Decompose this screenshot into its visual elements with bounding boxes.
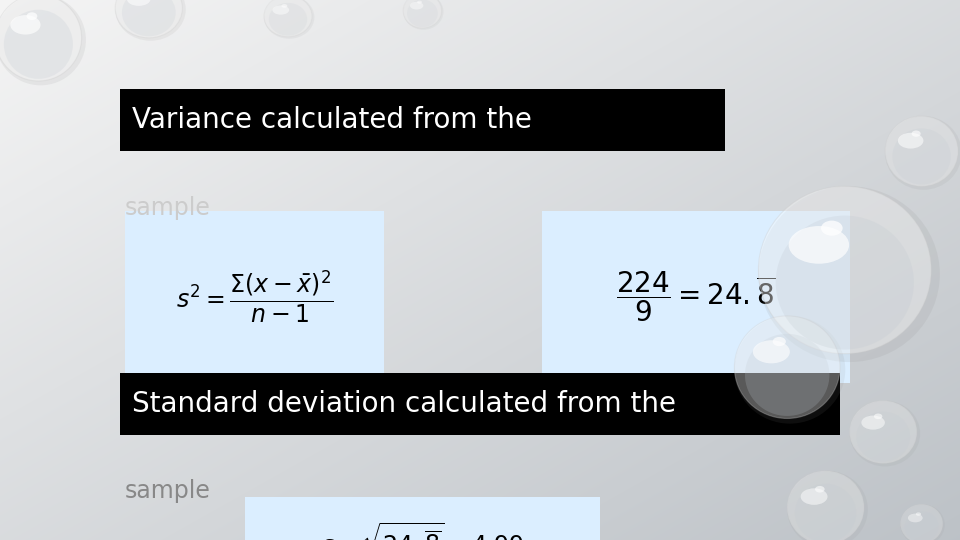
Ellipse shape xyxy=(4,10,73,79)
FancyBboxPatch shape xyxy=(542,211,850,383)
Ellipse shape xyxy=(900,504,943,540)
Text: sample: sample xyxy=(125,480,210,503)
Ellipse shape xyxy=(264,0,314,39)
Ellipse shape xyxy=(115,0,185,41)
Text: $s^2 = \dfrac{\Sigma(x - \bar{x})^2}{n-1}$: $s^2 = \dfrac{\Sigma(x - \bar{x})^2}{n-1… xyxy=(176,269,333,325)
FancyBboxPatch shape xyxy=(120,373,840,435)
Ellipse shape xyxy=(801,488,828,505)
Ellipse shape xyxy=(27,12,37,20)
Ellipse shape xyxy=(734,316,846,423)
Ellipse shape xyxy=(916,512,921,516)
Ellipse shape xyxy=(122,0,176,36)
Ellipse shape xyxy=(815,486,825,492)
Text: $s = \sqrt{24.\overline{8}} \approx 4.99$: $s = \sqrt{24.\overline{8}} \approx 4.99… xyxy=(321,524,524,540)
Ellipse shape xyxy=(850,401,917,463)
Ellipse shape xyxy=(773,337,786,346)
Ellipse shape xyxy=(417,1,421,4)
FancyBboxPatch shape xyxy=(125,211,384,383)
Text: Standard deviation calculated from the: Standard deviation calculated from the xyxy=(132,390,677,417)
FancyBboxPatch shape xyxy=(245,497,600,540)
Ellipse shape xyxy=(821,221,843,235)
Ellipse shape xyxy=(734,316,840,418)
Ellipse shape xyxy=(861,416,885,430)
Ellipse shape xyxy=(407,0,438,27)
Ellipse shape xyxy=(908,514,923,522)
Ellipse shape xyxy=(264,0,312,37)
Ellipse shape xyxy=(0,0,86,85)
Ellipse shape xyxy=(753,340,790,363)
Ellipse shape xyxy=(115,0,182,38)
Ellipse shape xyxy=(874,414,882,419)
Ellipse shape xyxy=(403,0,442,28)
Ellipse shape xyxy=(850,401,920,467)
Ellipse shape xyxy=(912,131,921,137)
FancyBboxPatch shape xyxy=(120,89,725,151)
Ellipse shape xyxy=(856,411,910,462)
Ellipse shape xyxy=(787,471,864,540)
Ellipse shape xyxy=(788,226,849,264)
Ellipse shape xyxy=(758,186,940,362)
Ellipse shape xyxy=(403,0,444,30)
Ellipse shape xyxy=(885,116,958,186)
Ellipse shape xyxy=(893,129,950,185)
Ellipse shape xyxy=(900,504,945,540)
Ellipse shape xyxy=(11,15,40,35)
Ellipse shape xyxy=(776,215,914,349)
Ellipse shape xyxy=(885,116,960,190)
Ellipse shape xyxy=(795,484,856,540)
Ellipse shape xyxy=(273,5,289,15)
Ellipse shape xyxy=(758,186,931,354)
Ellipse shape xyxy=(0,0,82,81)
Ellipse shape xyxy=(281,4,287,8)
Text: sample: sample xyxy=(125,196,210,220)
Text: Variance calculated from the: Variance calculated from the xyxy=(132,106,533,134)
Ellipse shape xyxy=(787,471,868,540)
Ellipse shape xyxy=(745,334,829,416)
Ellipse shape xyxy=(410,2,423,10)
Ellipse shape xyxy=(898,133,924,149)
Text: $\dfrac{224}{9} = 24.\overline{8}$: $\dfrac{224}{9} = 24.\overline{8}$ xyxy=(616,269,776,325)
Ellipse shape xyxy=(127,0,151,6)
Ellipse shape xyxy=(904,511,939,540)
Ellipse shape xyxy=(269,3,307,36)
